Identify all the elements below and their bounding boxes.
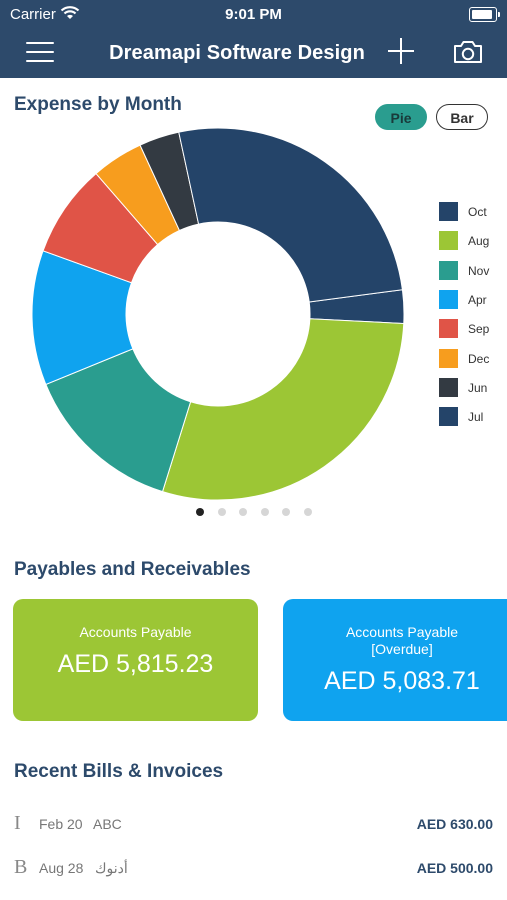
page-title: Dreamapi Software Design (109, 42, 365, 64)
row-amount: AED 500.00 (416, 860, 493, 876)
row-date: Aug 28 (39, 860, 84, 876)
accounts-payable-overdue-card[interactable]: Accounts Payable [Overdue] AED 5,083.71 (283, 599, 507, 721)
bill-type-icon: I (14, 812, 21, 834)
add-icon[interactable] (388, 38, 414, 64)
pie-toggle-button[interactable]: Pie (375, 104, 427, 130)
recent-section-title: Recent Bills & Invoices (14, 761, 224, 782)
donut-slice-jul[interactable] (178, 128, 403, 303)
legend-label: Jun (468, 380, 488, 395)
row-date: Feb 20 (39, 816, 83, 832)
card-value: AED 5,815.23 (57, 650, 214, 678)
row-amount: AED 630.00 (416, 816, 493, 832)
page-dot[interactable] (196, 508, 204, 516)
status-bar: Carrier 9:01 PM (0, 0, 507, 28)
bar-toggle-button[interactable]: Bar (436, 104, 488, 130)
legend-swatch (439, 319, 458, 339)
legend-swatch (439, 348, 458, 368)
legend-label: Dec (468, 351, 490, 366)
page-indicator (0, 508, 507, 518)
app-header: Carrier 9:01 PM Dreamapi Software Design (0, 0, 507, 78)
accounts-payable-card[interactable]: Accounts Payable AED 5,815.23 (13, 599, 258, 721)
list-item[interactable]: B Aug 28 أدنوك AED 500.00 (0, 852, 507, 882)
card-label-line2: [Overdue] (371, 641, 433, 657)
page-dot[interactable] (239, 508, 247, 516)
legend-swatch (439, 231, 458, 251)
legend-label: Nov (468, 263, 490, 278)
row-name: ABC (93, 816, 122, 832)
camera-icon[interactable] (452, 39, 484, 65)
donut-slice-aug[interactable] (161, 318, 405, 501)
legend-swatch (439, 260, 458, 280)
page-dot[interactable] (282, 508, 290, 516)
legend-swatch (439, 289, 458, 309)
carrier-label: Carrier (10, 6, 56, 23)
legend-label: Jul (468, 410, 484, 425)
battery-icon (469, 7, 500, 22)
wifi-icon (60, 6, 80, 19)
status-time: 9:01 PM (225, 6, 282, 23)
card-label: Accounts Payable (79, 624, 192, 640)
legend-label: Sep (468, 322, 490, 337)
invoice-type-icon: B (14, 856, 28, 878)
payables-section-title: Payables and Receivables (14, 559, 251, 580)
navigation-bar: Dreamapi Software Design (0, 28, 507, 78)
page-dot[interactable] (217, 508, 226, 516)
legend-label: Oct (468, 205, 487, 219)
card-value: AED 5,083.71 (324, 667, 480, 695)
legend-swatch (439, 377, 458, 397)
row-name: أدنوك (95, 860, 128, 876)
legend-swatch (439, 202, 458, 221)
menu-icon[interactable] (26, 40, 54, 64)
page-dot[interactable] (303, 508, 312, 516)
legend-swatch (439, 407, 458, 427)
expense-donut-chart[interactable] (0, 128, 507, 508)
list-item[interactable]: I Feb 20 ABC AED 630.00 (0, 808, 507, 838)
page-dot[interactable] (260, 508, 269, 516)
legend-label: Apr (468, 292, 487, 307)
card-label-line1: Accounts Payable (345, 624, 459, 640)
expense-section-title: Expense by Month (14, 94, 182, 115)
legend-label: Aug (468, 234, 490, 249)
